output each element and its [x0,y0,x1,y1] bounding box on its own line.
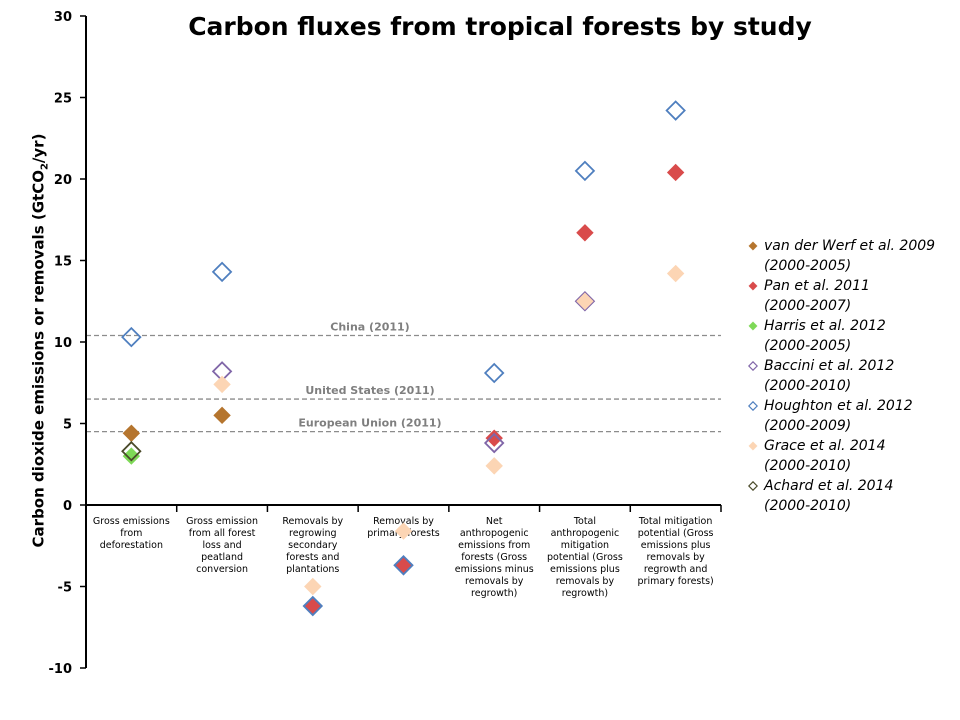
data-point [574,160,596,182]
data-points [121,100,686,617]
data-point [485,457,503,475]
legend-series-name: Harris et al. 2012 [764,318,886,334]
y-tick-label: 5 [63,418,72,433]
legend-marker [748,281,758,291]
data-point [122,424,141,442]
legend-series-period: (2000-2010) [764,378,852,394]
data-point [211,261,233,283]
chart-title: Carbon fluxes from tropical forests by s… [188,12,812,41]
legend-series-period: (2000-2010) [764,458,852,474]
legend-item: Grace et al. 2014 (2000-2010) [748,436,958,476]
legend-series-period: (2000-2010) [764,498,852,514]
legend-series-name: Grace et al. 2014 [764,438,886,454]
y-tick-label: 15 [54,255,72,270]
legend-item: Houghton et al. 2012 (2000-2009) [748,396,958,436]
legend-series-period: (2000-2005) [764,258,852,274]
data-point [483,362,505,384]
y-tick-label: -5 [58,581,72,596]
legend-series-name: Baccini et al. 2012 [764,358,895,374]
y-tick-label: 10 [54,336,72,351]
category-label: Net anthropogenic emissions from forests (G… [455,516,534,599]
reference-lines: China (2011) United States (2011) European… [86,320,721,433]
y-tick-label: 30 [54,10,72,25]
data-point [213,406,231,425]
data-point [666,264,685,283]
reference-line-label: China (2011) [330,320,409,333]
legend-series-period: (2000-2009) [764,418,852,434]
category-label: Total anthropogenic mitigation potential (G… [547,516,623,599]
data-point [666,163,685,182]
legend-marker [748,441,758,451]
category-label: Gross emissions from deforestation [93,516,170,551]
y-axis-label: Carbon dioxide emissions or removals (Gt… [29,133,51,548]
y-tick-label: 25 [54,92,72,107]
legend-marker [748,321,758,331]
legend-item: Pan et al. 2011 (2000-2007) [748,276,958,316]
data-point [121,326,142,348]
data-point [576,292,594,310]
y-tick-label: 0 [63,499,72,514]
data-point [483,432,505,454]
data-point [665,100,686,121]
y-tick-label: 20 [54,173,72,188]
legend-item: Baccini et al. 2012 (2000-2010) [748,356,958,396]
data-point [394,522,413,540]
legend-item: Achard et al. 2014 (2000-2010) [748,476,958,516]
legend-series-name: van der Werf et al. 2009 [764,238,936,254]
legend-marker [748,241,758,251]
legend: van der Werf et al. 2009 (2000-2005) Pan e… [748,236,958,516]
category-label: Total mitigation potential (Gross emission… [638,516,714,587]
legend-marker [748,401,758,411]
data-point [122,447,141,465]
legend-series-name: Achard et al. 2014 [764,478,894,494]
category-label: Gross emission from all forest loss and pea… [186,516,258,575]
data-point [576,224,594,242]
legend-series-name: Houghton et al. 2012 [764,398,913,414]
data-point [121,440,142,462]
reference-line-label: European Union (2011) [298,417,441,430]
data-point [485,429,503,447]
legend-series-period: (2000-2005) [764,338,852,354]
data-point [304,597,322,615]
category-label: Removals by regrowing secondary forests and… [282,516,343,575]
y-ticks: 30 25 20 15 10 5 0 -5 -10 [49,10,86,677]
legend-series-period: (2000-2007) [764,298,852,314]
data-point [394,556,413,575]
category-labels: Gross emissions from deforestation Gross em… [93,516,714,599]
y-tick-label: -10 [49,662,73,677]
data-point [574,290,596,312]
legend-marker [748,481,758,491]
data-point [304,577,322,596]
data-point [213,375,231,394]
reference-line-label: United States (2011) [305,384,434,397]
legend-series-name: Pan et al. 2011 [764,278,870,294]
legend-marker [748,361,758,371]
data-point [302,595,324,617]
legend-item: van der Werf et al. 2009 (2000-2005) [748,236,958,276]
data-point [393,555,414,576]
legend-item: Harris et al. 2012 (2000-2005) [748,316,958,356]
